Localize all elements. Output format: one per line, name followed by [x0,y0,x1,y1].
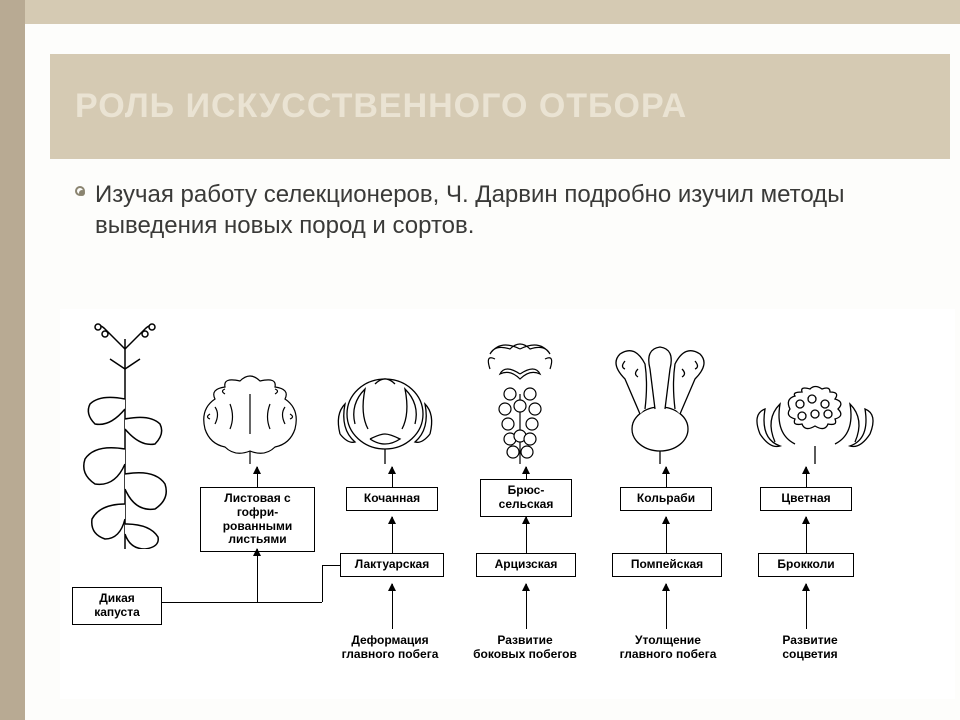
col2-origin: Развитие боковых побегов [470,633,580,662]
col3-origin: Утолщение главного побега [608,633,728,662]
kohlrabi-drawing [600,339,720,464]
arrow-leafy [257,467,258,487]
arrow-c1-2 [392,517,393,553]
arrow-c3-3 [666,584,667,629]
col4-origin: Развитие соцветия [760,633,860,662]
slide: РОЛЬ ИСКУССТВЕННОГО ОТБОРА Изучая работу… [25,24,960,720]
leafy-box: Листовая с гофри-рованными листьями [200,487,315,552]
col4-top-box: Цветная [760,487,852,511]
title-box: РОЛЬ ИСКУССТВЕННОГО ОТБОРА [50,54,950,159]
arrow-leafy-up [257,549,258,550]
wild-box: Дикая капуста [72,587,162,625]
head-cabbage-drawing [330,364,440,464]
arrow-c2-2 [526,517,527,553]
hconn-to-mid [322,565,340,566]
slide-title: РОЛЬ ИСКУССТВЕННОГО ОТБОРА [75,86,687,127]
arrow-c2-3 [526,584,527,629]
col2-mid-box: Арцизская [476,553,576,577]
slide-body: Изучая работу селекционеров, Ч. Дарвин п… [95,179,925,241]
col1-top-box: Кочанная [346,487,438,511]
arrow-c4-1 [806,467,807,487]
brussels-drawing [465,334,575,464]
arrow-c2-1 [526,467,527,479]
leafy-cabbage-drawing [195,369,305,464]
cabbage-diagram: Дикая капуста Листовая с гофри-рованными… [60,309,955,699]
left-border-stripe [0,0,25,720]
wild-cabbage-drawing [70,309,180,549]
vconn-leafy [257,549,258,602]
col3-top-box: Кольраби [620,487,712,511]
col2-top-box: Брюс-сельская [480,479,572,517]
col1-mid-box: Лактуарская [340,553,444,577]
arrow-c1-1 [392,467,393,487]
col3-mid-box: Помпейская [612,553,722,577]
arrow-c1-3 [392,584,393,629]
arrow-c3-2 [666,517,667,553]
arrow-c4-3 [806,584,807,629]
cauliflower-drawing [750,364,880,464]
bullet-icon [75,186,85,196]
vconn-to-mid [322,565,323,602]
top-band [25,0,960,24]
arrow-c3-1 [666,467,667,487]
col4-mid-box: Брокколи [758,553,854,577]
arrow-c4-2 [806,517,807,553]
col1-origin: Деформация главного побега [330,633,450,662]
hconnector [162,602,322,603]
